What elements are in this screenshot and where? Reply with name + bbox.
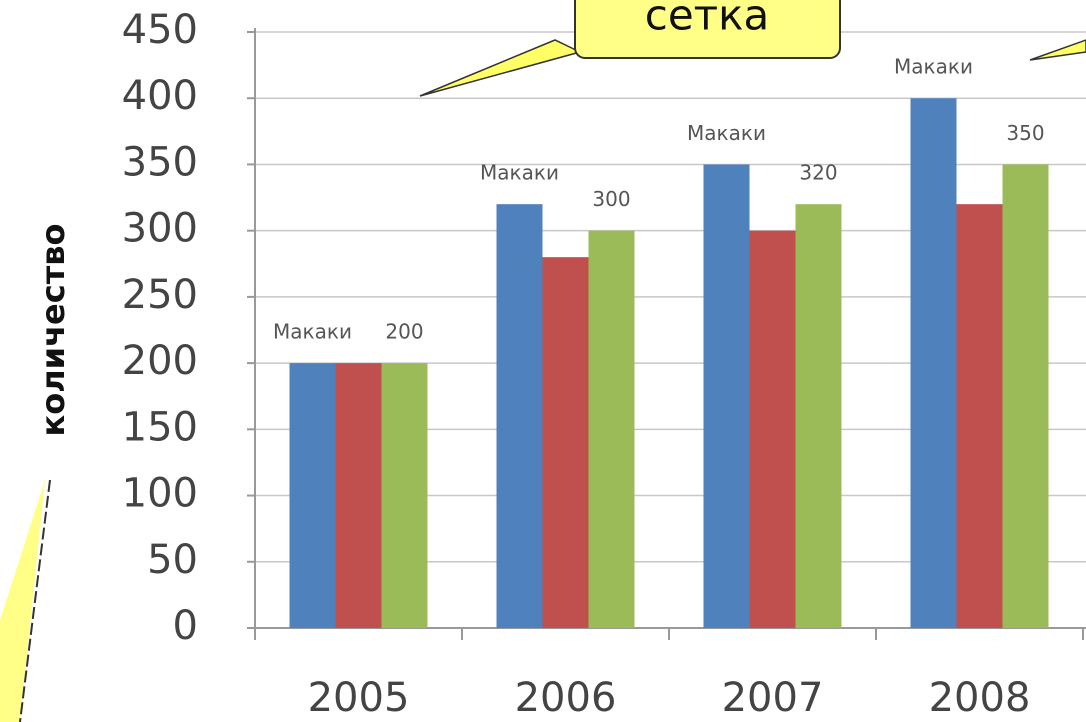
bar [381, 363, 428, 628]
bar [749, 230, 796, 628]
y-tick-label: 100 [122, 471, 198, 517]
y-tick-label: 0 [173, 603, 198, 649]
annotation: сетка [645, 0, 770, 40]
data-label: Макаки [894, 55, 973, 79]
bar [703, 164, 750, 628]
x-tick-label: 2006 [515, 675, 617, 721]
y-tick-label: 200 [122, 338, 198, 384]
data-label: Макаки [273, 320, 352, 344]
bar [795, 204, 842, 628]
callout-box [574, 0, 841, 59]
y-tick-label: 450 [122, 7, 198, 53]
data-label: Макаки [687, 121, 766, 145]
y-tick-label: 50 [147, 537, 198, 583]
y-tick-label: 350 [122, 139, 198, 185]
bar [956, 204, 1003, 628]
x-tick-label: 2007 [722, 675, 824, 721]
x-tick-label: 2005 [308, 675, 410, 721]
bars [289, 98, 1049, 628]
data-label: Макаки [480, 161, 559, 185]
data-label: 350 [1006, 121, 1044, 145]
y-tick-label: 250 [122, 272, 198, 318]
data-label: 300 [592, 187, 630, 211]
data-label: 200 [385, 320, 423, 344]
y-axis-label: количество [34, 224, 72, 437]
x-tick-label: 2008 [929, 675, 1031, 721]
bar [1002, 164, 1049, 628]
y-tick-label: 300 [122, 206, 198, 252]
callout-pointer [1029, 39, 1086, 61]
y-tick-label: 400 [122, 73, 198, 119]
callout-pointer [19, 479, 51, 722]
callout-fill [0, 480, 45, 722]
bar [289, 363, 336, 628]
bar [588, 230, 635, 628]
bar [335, 363, 382, 628]
y-tick-label: 150 [122, 404, 198, 450]
bar [542, 257, 589, 628]
data-label: 320 [799, 161, 837, 185]
bar [910, 98, 957, 628]
callout-pointer [419, 39, 583, 97]
bar [496, 204, 543, 628]
